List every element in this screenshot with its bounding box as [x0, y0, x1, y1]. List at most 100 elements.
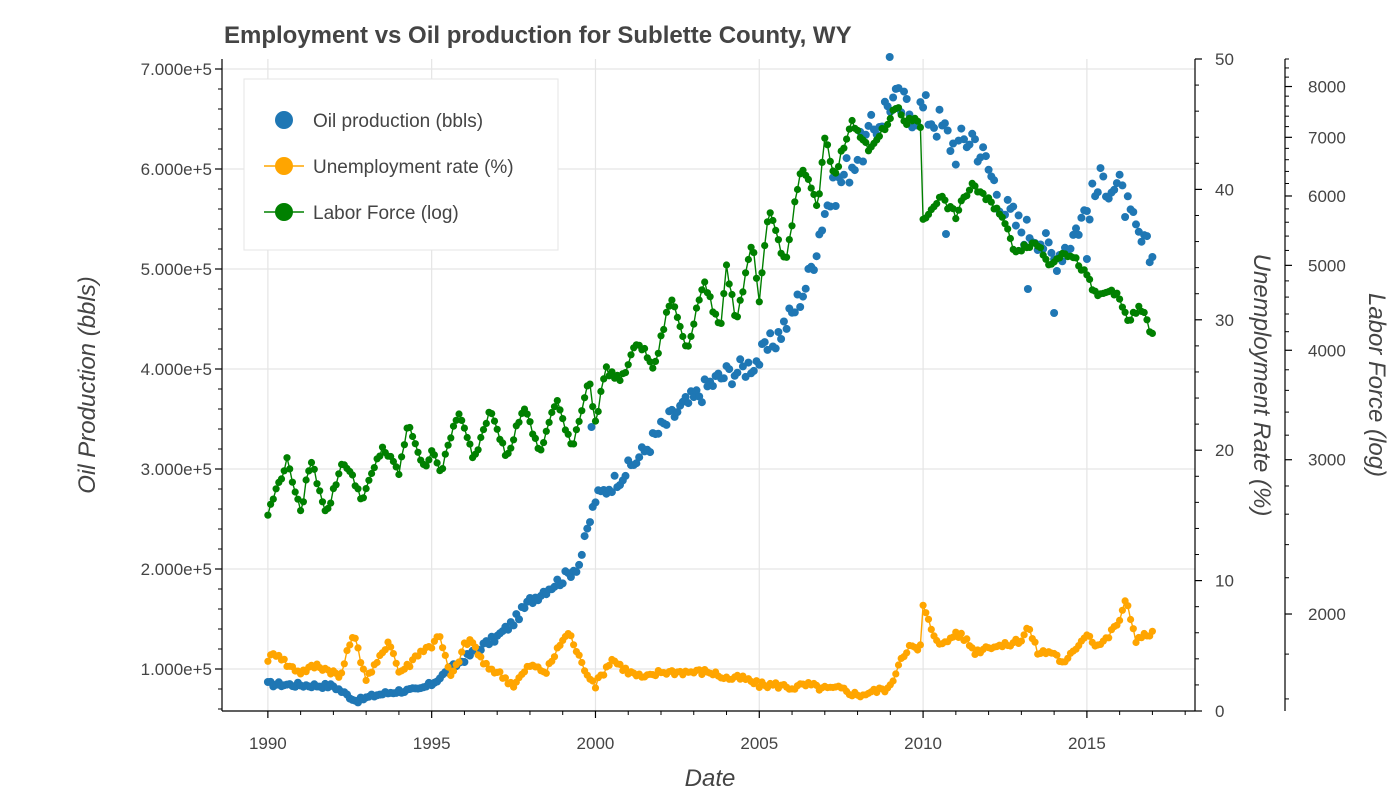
series-point: [766, 209, 774, 217]
series-point: [801, 284, 810, 293]
series-point: [949, 205, 957, 213]
series-point: [1023, 285, 1032, 293]
series-point: [884, 120, 892, 129]
series-point: [348, 471, 357, 479]
series-point: [744, 358, 753, 367]
series-point: [919, 103, 928, 112]
series-point: [564, 430, 572, 438]
series-point: [608, 368, 616, 376]
series-point: [531, 434, 540, 442]
x-tick-label: 2005: [740, 734, 778, 753]
series-point: [509, 621, 518, 630]
left-y-tick-label: 1.000e+5: [141, 660, 212, 679]
series-point: [455, 410, 463, 418]
series-point: [1140, 308, 1148, 317]
series-point: [490, 417, 499, 425]
series-point: [463, 433, 471, 442]
series-point: [572, 426, 581, 434]
series-point: [654, 349, 662, 357]
series-point: [840, 144, 848, 152]
series-point: [548, 408, 556, 417]
series-point: [272, 485, 280, 493]
series-point: [578, 407, 586, 415]
series-point: [777, 335, 786, 343]
series-point: [942, 230, 950, 238]
series-point: [406, 663, 414, 671]
series-point: [862, 138, 870, 147]
left-y-tick-label: 6.000e+5: [141, 160, 212, 179]
right-y-tick-label-unemployment: 30: [1215, 311, 1234, 330]
series-point: [848, 116, 856, 125]
series-point: [897, 111, 905, 119]
series-point: [575, 651, 583, 659]
series-point: [458, 416, 466, 424]
series-point: [971, 135, 979, 144]
series-point: [269, 495, 277, 503]
series-point: [1014, 211, 1023, 220]
series-point: [859, 157, 867, 166]
series-point: [387, 643, 395, 651]
series-point: [809, 266, 818, 274]
series-point: [933, 200, 941, 208]
series-point: [701, 278, 709, 286]
series-point: [602, 363, 611, 371]
series-point: [821, 134, 829, 142]
series-point: [406, 423, 414, 432]
series-point: [507, 444, 515, 452]
series-point: [1017, 247, 1025, 255]
series-point: [965, 186, 974, 194]
series-point: [354, 644, 362, 652]
series-point: [957, 629, 965, 638]
series-point: [772, 679, 780, 687]
series-point: [616, 660, 624, 669]
series-point: [932, 132, 941, 141]
left-y-tick-label: 2.000e+5: [141, 560, 212, 579]
right-y-tick-label-labor-force: 3000: [1308, 451, 1346, 470]
series-point: [354, 485, 362, 493]
legend-item: Unemployment rate (%): [264, 157, 514, 178]
series-line: [267, 599, 1154, 698]
series-point: [362, 676, 370, 685]
series-point: [957, 124, 966, 133]
series-point: [477, 653, 485, 661]
right-y-tick-label-labor-force: 8000: [1308, 78, 1346, 97]
series-point: [1137, 237, 1146, 246]
series-point: [632, 459, 641, 468]
series-point: [698, 286, 706, 294]
series-point: [589, 403, 597, 411]
series-point: [520, 604, 529, 613]
series-point: [570, 440, 578, 448]
series-point: [981, 152, 990, 161]
series-point: [591, 684, 600, 692]
series-point: [1148, 253, 1157, 261]
series-point: [1096, 164, 1105, 173]
series-point: [772, 226, 780, 234]
series-point: [310, 465, 318, 473]
series-point: [1052, 267, 1061, 275]
series-point: [990, 176, 999, 185]
series-point: [749, 366, 758, 375]
series-point: [1148, 627, 1156, 635]
series-point: [941, 196, 949, 204]
series-point: [733, 313, 742, 321]
series-point: [1050, 309, 1059, 317]
series-point: [550, 653, 559, 661]
series-point: [1093, 188, 1102, 197]
series-point: [368, 668, 376, 676]
series-point: [662, 308, 671, 316]
series-point: [791, 198, 799, 206]
series-point: [717, 319, 725, 327]
series-point: [831, 202, 840, 210]
series-point: [556, 406, 564, 414]
series-point: [697, 398, 706, 407]
series-point: [992, 190, 1001, 199]
legend-box: [243, 78, 559, 251]
series-point: [523, 410, 531, 418]
series-point: [916, 123, 925, 131]
series-point: [993, 204, 1001, 212]
series-point: [1047, 248, 1056, 257]
series-point: [1074, 230, 1083, 239]
series-point: [297, 507, 305, 515]
right-y-tick-label-unemployment: 50: [1215, 50, 1234, 69]
series-point: [987, 198, 995, 206]
